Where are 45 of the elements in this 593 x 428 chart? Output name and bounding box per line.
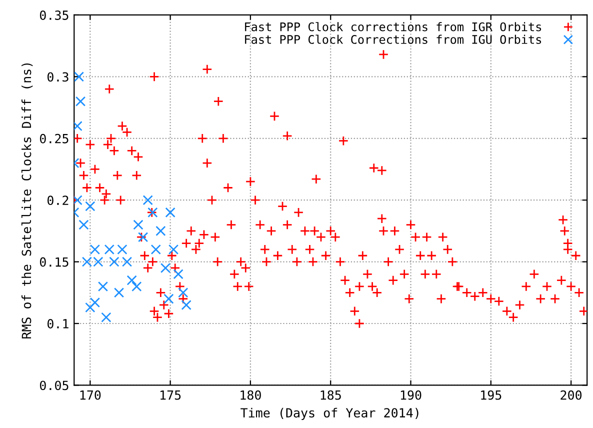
point — [90, 244, 100, 255]
point — [160, 262, 171, 274]
point — [164, 294, 174, 304]
point — [114, 288, 124, 298]
point — [142, 195, 153, 206]
y-tick-label: 0.3 — [48, 72, 68, 82]
x-tick-label: 195 — [481, 390, 502, 400]
point — [78, 220, 89, 230]
point — [75, 96, 86, 106]
x-tick-label: 175 — [160, 390, 181, 400]
point — [109, 256, 120, 267]
point — [98, 281, 108, 292]
y-tick-label: 0.2 — [48, 196, 68, 206]
point — [150, 244, 161, 255]
point — [181, 300, 192, 310]
legend-label: Fast PPP Clock corrections from IGR Orbits — [245, 22, 542, 32]
point — [156, 226, 166, 236]
x-tick-label: 170 — [80, 390, 101, 400]
point — [165, 207, 176, 218]
point — [168, 244, 179, 255]
point — [85, 302, 96, 313]
point — [132, 281, 142, 292]
x-tick-label: 185 — [320, 390, 341, 400]
point — [85, 201, 96, 212]
y-tick-label: 0.35 — [40, 10, 68, 20]
point — [104, 244, 114, 255]
point — [117, 244, 128, 255]
point — [101, 312, 112, 322]
point — [173, 269, 184, 280]
point — [74, 72, 84, 82]
point — [126, 275, 137, 286]
y-tick-label: 0.1 — [48, 319, 68, 328]
x-tick-label: 190 — [400, 390, 422, 400]
point — [178, 288, 188, 298]
point — [133, 220, 144, 230]
y-axis-title: RMS of the Satellite Clocks Diff (ns) — [21, 63, 33, 338]
x-axis-title: Time (Days of Year 2014) — [240, 408, 418, 420]
legend-label: Fast PPP Clock Corrections from IGU Orbits — [245, 34, 542, 44]
y-tick-label: 0.25 — [40, 134, 68, 144]
y-tick-label: 0.05 — [40, 380, 68, 390]
x-tick-label: 200 — [560, 390, 582, 400]
point — [122, 256, 132, 267]
y-tick-label: 0.15 — [40, 257, 68, 267]
point — [90, 297, 100, 308]
x-tick-label: 180 — [240, 390, 261, 400]
